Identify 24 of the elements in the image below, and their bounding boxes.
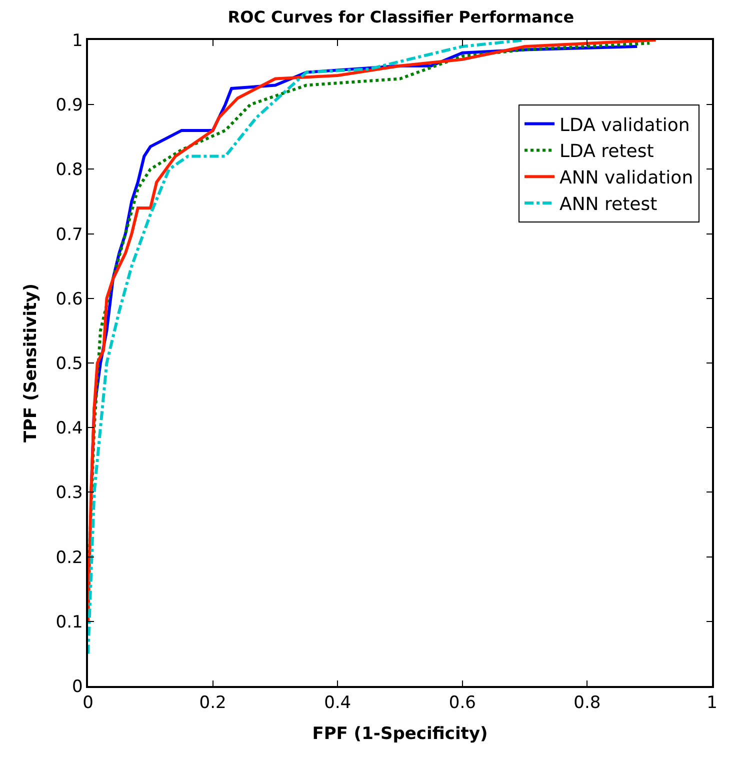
y-tick-label: 0.9 [56, 96, 83, 116]
x-tick-label: 0.2 [199, 693, 226, 714]
legend-label: LDA validation [560, 114, 690, 136]
legend-label: ANN retest [560, 194, 658, 216]
x-axis-title: FPF (1-Specificity) [312, 724, 488, 744]
y-tick-label: 0.6 [56, 289, 83, 310]
x-tick-label: 0.4 [324, 693, 352, 714]
y-tick-label: 0.8 [56, 160, 83, 180]
y-tick-label: 0.2 [56, 548, 83, 568]
chart-title: ROC Curves for Classifier Performance [228, 8, 574, 27]
line-series [88, 40, 526, 656]
y-tick-label: 0.7 [56, 224, 83, 245]
x-tick-label: 0.6 [448, 693, 476, 714]
y-tick-label: 0.4 [56, 418, 83, 439]
y-tick-label: 0.1 [56, 612, 83, 632]
legend-label: LDA retest [560, 141, 654, 162]
y-tick-label: 0 [72, 676, 83, 697]
legend-label: ANN validation [560, 168, 694, 189]
x-tick-label: 0.8 [574, 693, 601, 714]
y-tick-label: 0.5 [56, 354, 83, 374]
y-tick-label: 0.3 [56, 483, 83, 504]
y-axis-title: TPF (Sensitivity) [20, 283, 41, 443]
y-tick-label: 1 [72, 30, 83, 51]
x-tick-label: 1 [706, 693, 718, 714]
